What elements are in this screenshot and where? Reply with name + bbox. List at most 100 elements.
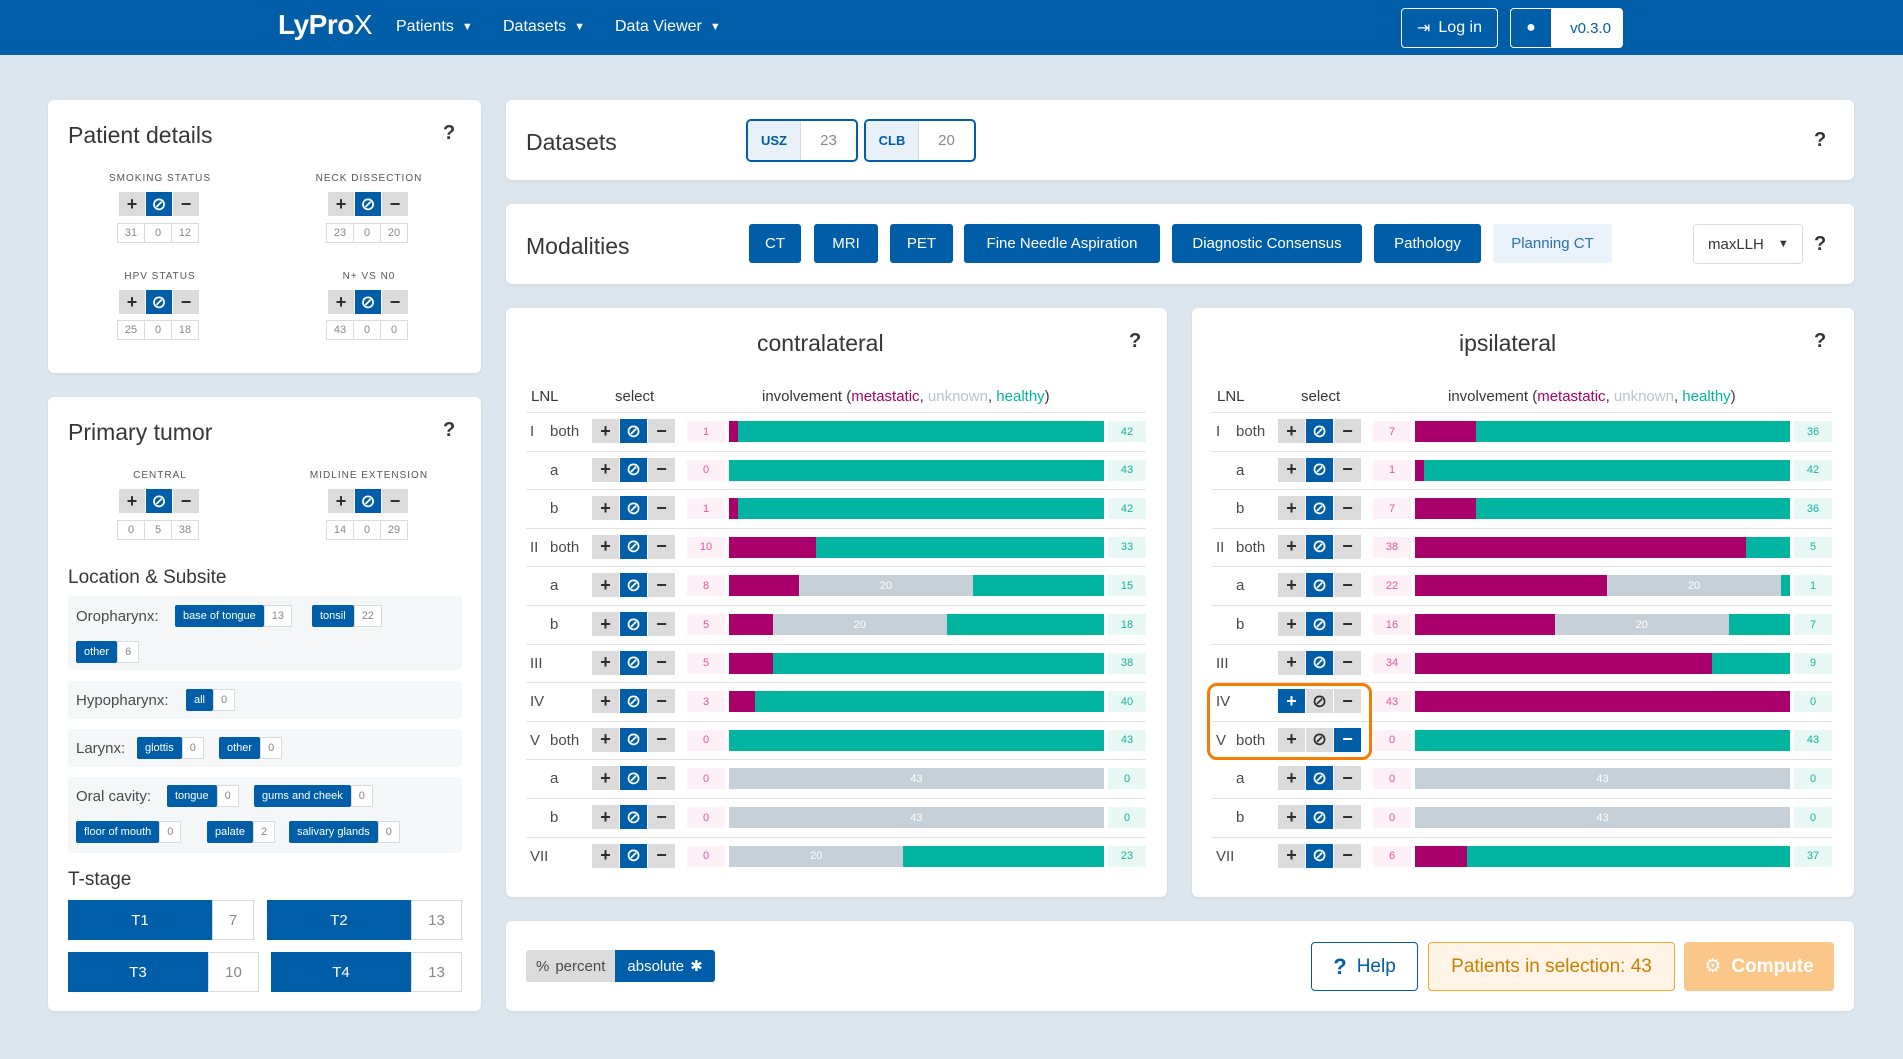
contralateral-help[interactable]: ?	[1129, 330, 1142, 352]
plus-button[interactable]: +	[1278, 727, 1306, 752]
patient-details-help[interactable]: ?	[443, 122, 456, 144]
unknown-button[interactable]: ⊘	[620, 457, 648, 482]
plus-button[interactable]: +	[1278, 650, 1306, 675]
unknown-button[interactable]: ⊘	[146, 290, 173, 314]
plus-button[interactable]: +	[119, 192, 146, 216]
minus-button[interactable]: −	[648, 650, 676, 675]
tag-glottis[interactable]: glottis 0	[137, 737, 204, 759]
plus-button[interactable]: +	[1278, 496, 1306, 521]
plus-button[interactable]: +	[592, 534, 620, 559]
plus-button[interactable]: +	[1278, 805, 1306, 829]
nav-patients[interactable]: Patients ▼	[396, 18, 473, 35]
plus-button[interactable]: +	[1278, 843, 1306, 868]
unknown-button[interactable]: ⊘	[620, 689, 648, 714]
unknown-button[interactable]: ⊘	[620, 419, 648, 443]
plus-button[interactable]: +	[592, 805, 620, 829]
unknown-button[interactable]: ⊘	[355, 192, 382, 216]
plus-button[interactable]: +	[592, 496, 620, 521]
minus-button[interactable]: −	[648, 689, 676, 714]
ipsilateral-help[interactable]: ?	[1814, 330, 1827, 352]
t3-button[interactable]: T3 10	[68, 952, 259, 992]
minus-button[interactable]: −	[648, 573, 676, 598]
minus-button[interactable]: −	[1334, 843, 1362, 868]
unknown-button[interactable]: ⊘	[1306, 650, 1334, 675]
minus-button[interactable]: −	[1334, 650, 1362, 675]
modalities-help[interactable]: ?	[1814, 233, 1827, 255]
unknown-button[interactable]: ⊘	[146, 489, 173, 513]
absolute-toggle[interactable]: absolute ✱	[615, 950, 715, 982]
minus-button[interactable]: −	[382, 489, 409, 513]
unknown-button[interactable]: ⊘	[620, 727, 648, 752]
plus-button[interactable]: +	[1278, 766, 1306, 791]
plus-button[interactable]: +	[592, 727, 620, 752]
minus-button[interactable]: −	[1334, 805, 1362, 829]
modality-pet[interactable]: PET	[890, 224, 953, 263]
unknown-button[interactable]: ⊘	[1306, 689, 1334, 714]
minus-button[interactable]: −	[1334, 457, 1362, 482]
unknown-button[interactable]: ⊘	[1306, 496, 1334, 521]
minus-button[interactable]: −	[382, 290, 409, 314]
nav-datasets[interactable]: Datasets ▼	[503, 18, 586, 35]
minus-button[interactable]: −	[648, 534, 676, 559]
login-button[interactable]: ⇥ Log in	[1401, 8, 1498, 48]
tag-oro-other[interactable]: other 6	[76, 641, 140, 663]
tag-gums-and-cheek[interactable]: gums and cheek 0	[254, 785, 373, 807]
modality-pathology[interactable]: Pathology	[1374, 224, 1481, 263]
unknown-button[interactable]: ⊘	[620, 805, 648, 829]
modality-diagnostic-consensus[interactable]: Diagnostic Consensus	[1172, 224, 1362, 263]
minus-button[interactable]: −	[1334, 689, 1362, 714]
minus-button[interactable]: −	[648, 612, 676, 636]
minus-button[interactable]: −	[1334, 612, 1362, 636]
plus-button[interactable]: +	[328, 489, 355, 513]
t1-button[interactable]: T1 7	[68, 900, 254, 940]
tag-tongue[interactable]: tongue 0	[167, 785, 239, 807]
nav-data-viewer[interactable]: Data Viewer ▼	[615, 18, 721, 35]
unknown-button[interactable]: ⊘	[355, 290, 382, 314]
minus-button[interactable]: −	[173, 290, 200, 314]
dataset-clb-button[interactable]: CLB 20	[864, 119, 976, 162]
tag-palate[interactable]: palate 2	[207, 821, 276, 843]
plus-button[interactable]: +	[119, 489, 146, 513]
primary-tumor-help[interactable]: ?	[443, 419, 456, 441]
plus-button[interactable]: +	[1278, 534, 1306, 559]
tag-tonsil[interactable]: tonsil 22	[312, 605, 382, 627]
tag-salivary-glands[interactable]: salivary glands 0	[289, 821, 400, 843]
minus-button[interactable]: −	[1334, 534, 1362, 559]
plus-button[interactable]: +	[1278, 612, 1306, 636]
plus-button[interactable]: +	[1278, 573, 1306, 598]
t4-button[interactable]: T4 13	[271, 952, 462, 992]
unknown-button[interactable]: ⊘	[355, 489, 382, 513]
unknown-button[interactable]: ⊘	[1306, 727, 1334, 752]
minus-button[interactable]: −	[648, 727, 676, 752]
minus-button[interactable]: −	[648, 496, 676, 521]
minus-button[interactable]: −	[1334, 766, 1362, 791]
minus-button[interactable]: −	[173, 192, 200, 216]
minus-button[interactable]: −	[382, 192, 409, 216]
unknown-button[interactable]: ⊘	[1306, 534, 1334, 559]
tag-base-of-tongue[interactable]: base of tongue 13	[175, 605, 293, 627]
minus-button[interactable]: −	[173, 489, 200, 513]
unknown-button[interactable]: ⊘	[620, 843, 648, 868]
minus-button[interactable]: −	[648, 419, 676, 443]
unknown-button[interactable]: ⊘	[620, 650, 648, 675]
minus-button[interactable]: −	[648, 843, 676, 868]
modality-mri[interactable]: MRI	[814, 224, 878, 263]
unknown-button[interactable]: ⊘	[620, 496, 648, 521]
modality-planning-ct[interactable]: Planning CT	[1493, 224, 1612, 263]
unknown-button[interactable]: ⊘	[620, 766, 648, 791]
plus-button[interactable]: +	[592, 612, 620, 636]
unknown-button[interactable]: ⊘	[1306, 457, 1334, 482]
minus-button[interactable]: −	[1334, 573, 1362, 598]
minus-button[interactable]: −	[648, 805, 676, 829]
tag-larynx-other[interactable]: other 0	[219, 737, 283, 759]
plus-button[interactable]: +	[1278, 689, 1306, 714]
unknown-button[interactable]: ⊘	[620, 612, 648, 636]
lyprox-logo[interactable]: LyProX	[278, 9, 373, 40]
method-select[interactable]: maxLLH ▼	[1693, 224, 1803, 264]
unknown-button[interactable]: ⊘	[1306, 805, 1334, 829]
plus-button[interactable]: +	[1278, 419, 1306, 443]
github-version-button[interactable]: ● v0.3.0	[1510, 8, 1623, 48]
datasets-help[interactable]: ?	[1814, 129, 1827, 151]
unknown-button[interactable]: ⊘	[1306, 573, 1334, 598]
minus-button[interactable]: −	[1334, 727, 1362, 752]
